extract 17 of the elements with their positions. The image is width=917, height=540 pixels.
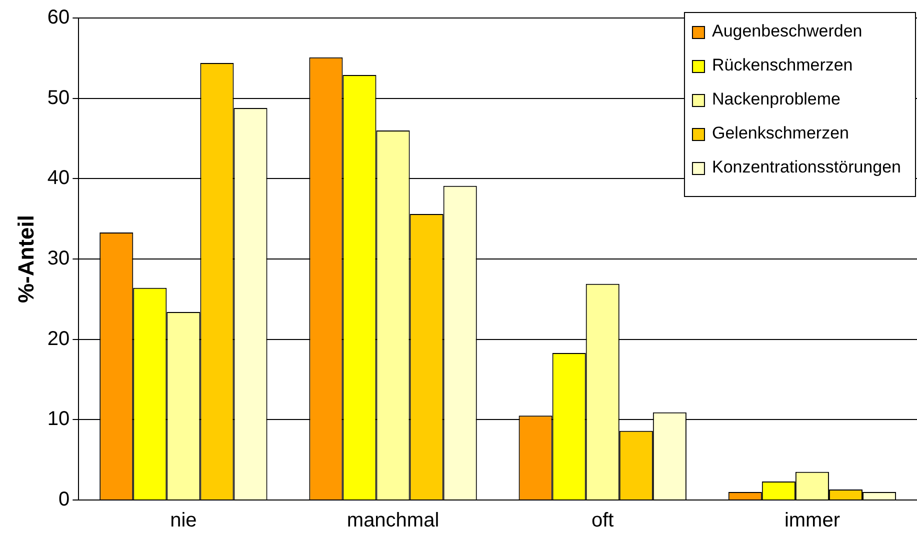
x-tick-label: manchmal	[346, 510, 440, 532]
x-tick-label: nie	[170, 510, 197, 532]
legend-label: Konzentrationsstörungen	[712, 158, 902, 177]
legend-label: Gelenkschmerzen	[712, 124, 849, 143]
y-tick-label: 60	[47, 6, 70, 29]
y-tick-label: 10	[47, 408, 70, 430]
y-axis-title: %-Anteil	[13, 215, 38, 303]
y-tick-label: 20	[47, 328, 70, 350]
y-tick-label: 0	[58, 488, 70, 511]
legend-label: Augenbeschwerden	[712, 22, 862, 41]
legend-label: Nackenprobleme	[712, 90, 840, 109]
x-tick-label: oft	[591, 510, 614, 532]
x-tick-label: immer	[784, 510, 840, 532]
y-tick-label: 50	[47, 86, 70, 109]
y-tick-label: 40	[47, 167, 70, 190]
y-tick-label: 30	[47, 248, 70, 270]
legend-label: Rückenschmerzen	[712, 56, 853, 75]
